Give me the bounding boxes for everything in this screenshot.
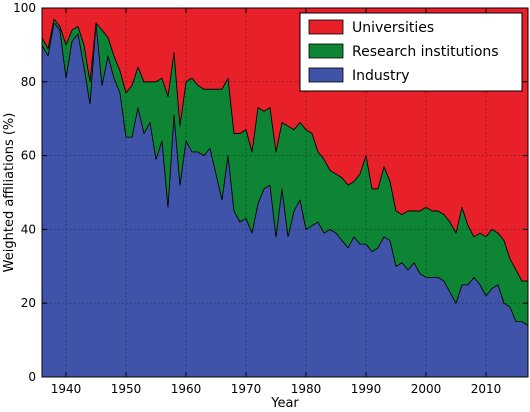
plot-frame — [41, 7, 529, 378]
legend-swatch — [308, 67, 344, 83]
x-tick-label: 1950 — [111, 382, 142, 396]
x-tick-label: 1990 — [351, 382, 382, 396]
legend-label: Research institutions — [352, 44, 499, 60]
legend-swatch — [308, 19, 344, 35]
y-tick-label: 0 — [28, 370, 36, 384]
y-tick-label: 80 — [21, 75, 36, 89]
axis-ticks: 1940 1950 1960 1970 1980 1990 2000 2010 0 20 40 60 8… — [13, 1, 528, 396]
legend-swatch — [308, 43, 344, 59]
legend-items: Universities Research institutions Industr… — [308, 19, 499, 84]
x-tick-label: 2010 — [471, 382, 502, 396]
y-axis-label: Weighted affiliations (%) — [2, 113, 17, 273]
x-tick-label: 1980 — [291, 382, 322, 396]
legend: Universities Research institutions Industr… — [299, 12, 523, 92]
y-tick-label: 100 — [13, 1, 36, 15]
x-axis-label: Year — [270, 396, 299, 411]
y-tick-label: 20 — [21, 296, 36, 310]
x-tick-label: 1970 — [231, 382, 262, 396]
legend-label: Universities — [352, 20, 434, 36]
y-tick-label: 40 — [21, 222, 36, 236]
x-tick-label: 1940 — [51, 382, 82, 396]
x-tick-label: 1960 — [171, 382, 202, 396]
legend-label: Industry — [352, 68, 410, 84]
y-tick-label: 60 — [21, 149, 36, 163]
x-tick-label: 2000 — [411, 382, 442, 396]
